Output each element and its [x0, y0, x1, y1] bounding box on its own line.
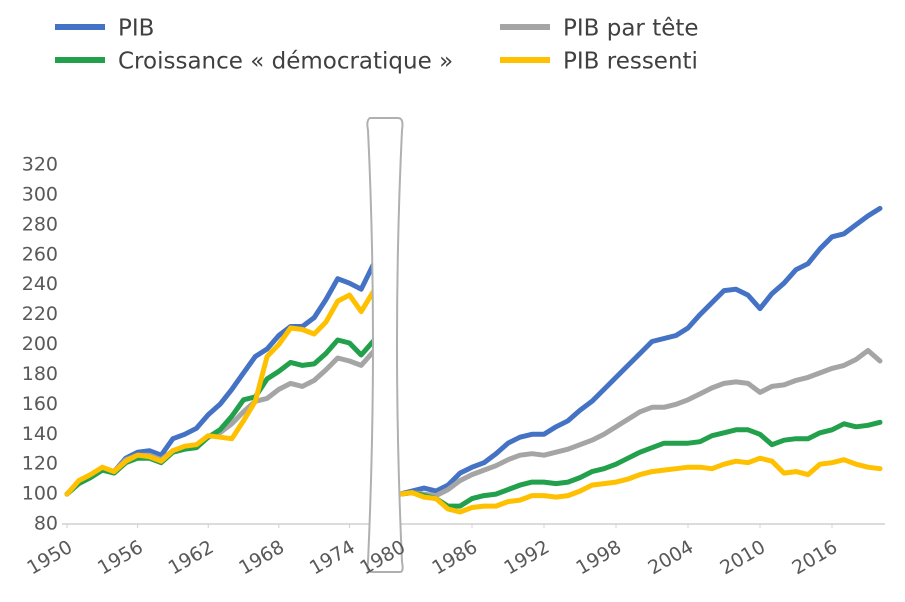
x-tick-label: 1998 — [572, 536, 625, 579]
y-tick-label: 240 — [22, 273, 58, 295]
legend-label: PIB ressenti — [563, 49, 698, 75]
lines — [64, 205, 883, 515]
series-line — [397, 455, 883, 515]
x-tick-label: 2016 — [788, 536, 841, 579]
x-tick-label: 2004 — [644, 536, 697, 579]
series-line — [397, 419, 883, 509]
x-tick-label: 1968 — [235, 536, 288, 579]
y-tick-label: 140 — [22, 423, 58, 445]
legend: PIB Croissance « démocratique » PIB par tê… — [55, 16, 699, 75]
y-tick-label: 280 — [22, 213, 58, 235]
y-tick-label: 120 — [22, 453, 58, 475]
series-line — [64, 289, 376, 497]
y-tick-label: 260 — [22, 243, 58, 265]
legend-label: PIB par tête — [563, 16, 699, 42]
x-tick-label: 1962 — [165, 536, 218, 579]
x-tick-label: 2010 — [716, 536, 769, 579]
y-tick-label: 100 — [22, 483, 58, 505]
y-tick-label: 80 — [34, 513, 58, 535]
y-tick-label: 320 — [22, 154, 58, 176]
x-tick-label: 1974 — [306, 536, 359, 579]
y-tick-label: 220 — [22, 303, 58, 325]
axis-break — [366, 117, 404, 573]
x-tick-label: 1992 — [500, 536, 553, 579]
series-line — [397, 205, 883, 497]
y-tick-label: 180 — [22, 363, 58, 385]
y-tick-label: 300 — [22, 183, 58, 205]
x-tick-label: 1956 — [94, 536, 147, 579]
legend-label: Croissance « démocratique » — [118, 49, 453, 75]
y-tick-label: 200 — [22, 333, 58, 355]
x-tick-label: 1950 — [23, 536, 76, 579]
y-tick-label: 160 — [22, 393, 58, 415]
legend-label: PIB — [118, 16, 154, 42]
labels: 80 100 120 140 160 180 200 220 240 260 280 300 320 19… — [22, 154, 842, 580]
series-line — [397, 348, 883, 499]
series-line — [64, 262, 376, 497]
x-tick-label: 1986 — [428, 536, 481, 579]
axes — [62, 523, 885, 528]
